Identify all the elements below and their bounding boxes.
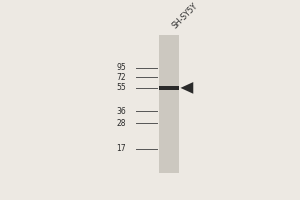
Bar bbox=[159, 86, 179, 90]
Text: 17: 17 bbox=[116, 144, 126, 153]
Bar bbox=[159, 35, 179, 173]
Text: 28: 28 bbox=[116, 119, 126, 128]
Polygon shape bbox=[181, 82, 193, 94]
Text: 36: 36 bbox=[116, 107, 126, 116]
Text: 72: 72 bbox=[116, 73, 126, 82]
Text: 95: 95 bbox=[116, 63, 126, 72]
Text: 55: 55 bbox=[116, 83, 126, 92]
Text: SH-SY5Y: SH-SY5Y bbox=[171, 1, 200, 30]
